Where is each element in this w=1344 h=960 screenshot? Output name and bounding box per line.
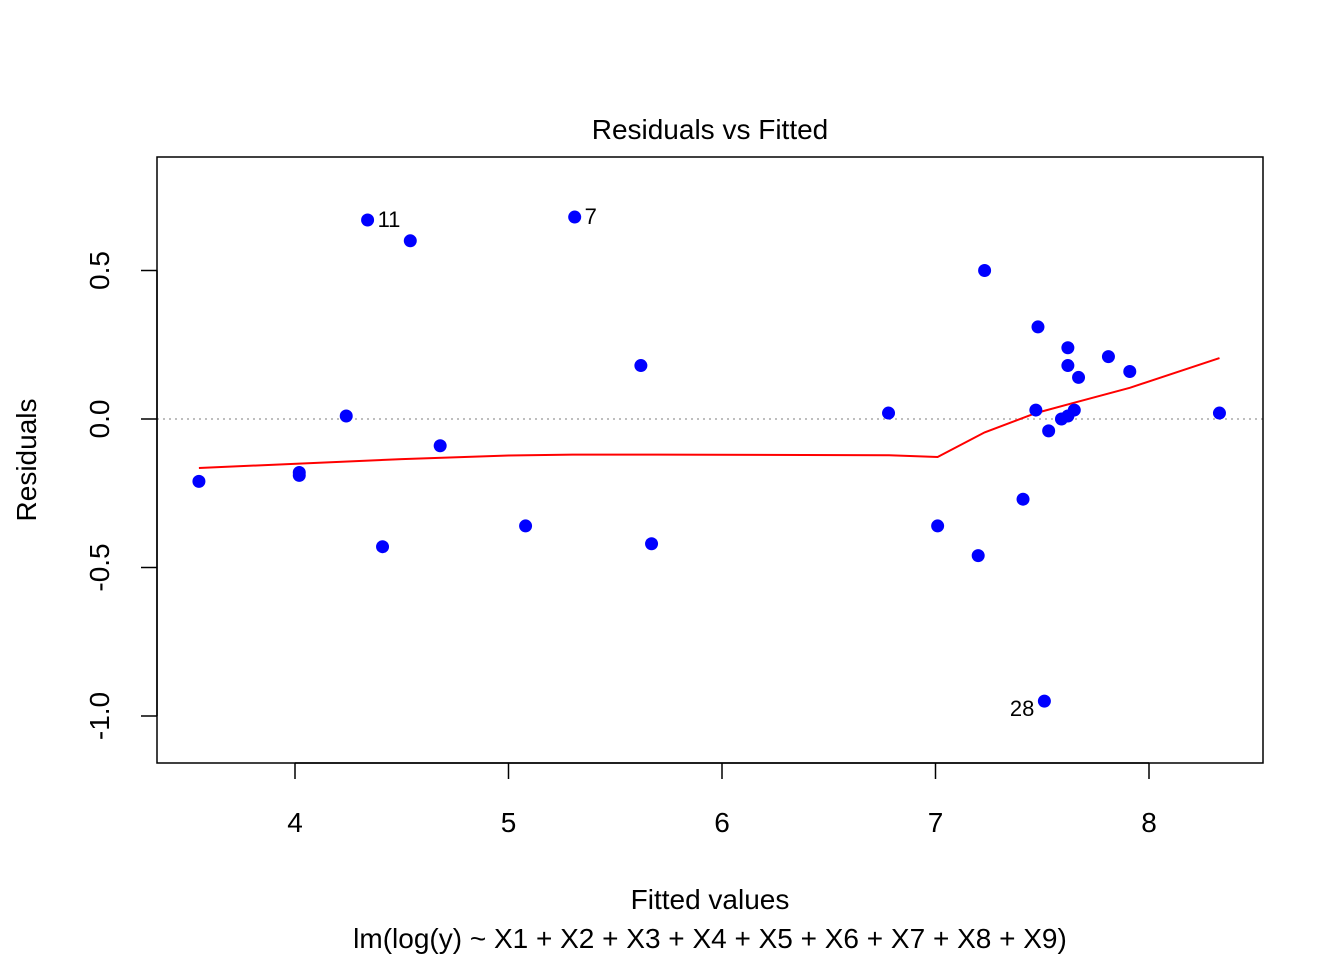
y-axis-label: Residuals <box>11 399 42 522</box>
data-point <box>376 540 390 554</box>
data-point <box>978 264 992 277</box>
data-point <box>1061 359 1075 373</box>
data-point <box>645 537 659 551</box>
y-tick-label: -1.0 <box>84 692 115 740</box>
data-point <box>971 549 985 563</box>
point-label: 11 <box>378 207 401 232</box>
data-point <box>1042 424 1056 438</box>
data-point <box>1029 403 1043 417</box>
model-formula-caption: lm(log(y) ~ X1 + X2 + X3 + X4 + X5 + X6 … <box>353 923 1067 954</box>
data-point <box>403 234 417 248</box>
data-point <box>1212 406 1226 420</box>
smooth-trend-line <box>198 357 1220 469</box>
y-tick-label: -0.5 <box>84 543 115 591</box>
point-label: 28 <box>1010 696 1034 721</box>
y-tick-label: 0.5 <box>84 251 115 290</box>
plot-frame <box>156 156 1264 764</box>
data-point <box>1031 320 1045 334</box>
data-point <box>1067 403 1081 417</box>
data-point <box>1016 492 1030 506</box>
x-tick-label: 6 <box>714 807 730 838</box>
x-tick-label: 8 <box>1141 807 1157 838</box>
data-point <box>361 213 375 227</box>
y-axis: -1.0 -0.5 0.0 0.5 <box>84 251 158 740</box>
plot-area: 11 7 28 <box>157 204 1263 721</box>
point-label: 7 <box>585 204 597 229</box>
x-tick-label: 7 <box>928 807 944 838</box>
data-point <box>192 474 206 488</box>
data-point <box>634 359 648 373</box>
x-tick-label: 4 <box>287 807 303 838</box>
data-point <box>882 406 896 420</box>
data-point <box>339 409 353 423</box>
data-point <box>1037 694 1051 708</box>
data-point <box>1123 364 1137 378</box>
x-axis-label: Fitted values <box>631 884 790 915</box>
data-point <box>1101 350 1115 364</box>
data-point <box>433 439 447 453</box>
data-point <box>519 519 533 533</box>
y-tick-label: 0.0 <box>84 400 115 439</box>
x-axis: 4 5 6 7 8 <box>287 762 1157 838</box>
x-tick-label: 5 <box>501 807 517 838</box>
data-point <box>568 210 582 224</box>
data-point <box>292 468 306 482</box>
data-point <box>931 519 945 533</box>
chart-title: Residuals vs Fitted <box>592 114 829 145</box>
data-point <box>1072 370 1086 384</box>
data-point <box>1061 341 1075 355</box>
